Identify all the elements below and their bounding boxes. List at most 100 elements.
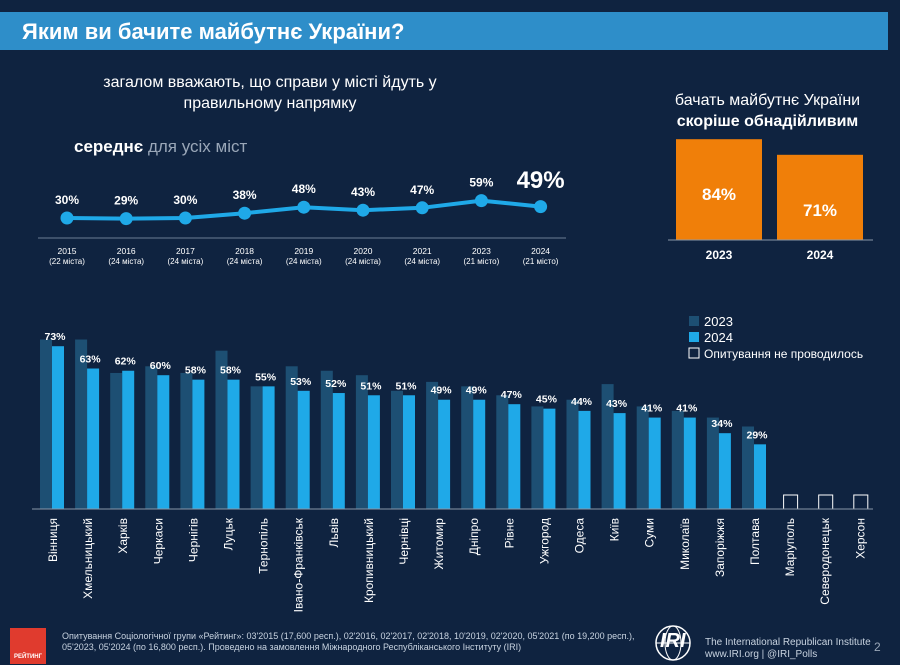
- city-value-2024-2: 62%: [115, 356, 137, 368]
- city-no-survey-23: [853, 494, 869, 510]
- average-label-rest: для усіх міст: [147, 137, 248, 156]
- trend-tick-2015: 2015: [58, 246, 77, 256]
- city-bar-2023-0: [40, 339, 52, 509]
- city-bar-2024-13: [508, 404, 521, 509]
- city-label-20: Полтава: [748, 518, 762, 565]
- city-bar-2024-5: [227, 379, 240, 509]
- city-label-4: Чернігів: [186, 518, 200, 562]
- trend-tick-2016: 2016: [117, 246, 136, 256]
- trend-point-2023: [474, 194, 488, 208]
- city-value-2024-0: 73%: [44, 331, 66, 343]
- trend-point-2019: [297, 200, 311, 214]
- city-bar-2023-9: [355, 375, 368, 509]
- trend-tick-sub-2020: (24 міста): [345, 257, 381, 266]
- iri-logo-text: IRI: [660, 630, 686, 652]
- city-label-10: Чернівці: [397, 518, 411, 565]
- city-bar-2024-18: [683, 417, 696, 509]
- legend-swatch-0: [689, 316, 699, 326]
- city-value-2024-8: 52%: [325, 378, 347, 390]
- trend-label-2023: 59%: [469, 176, 493, 190]
- city-value-2024-20: 29%: [746, 429, 768, 441]
- city-bar-2023-13: [496, 395, 509, 509]
- city-bar-2024-10: [403, 395, 415, 509]
- trend-title-line1: загалом вважають, що справи у місті йдут…: [103, 74, 437, 91]
- average-label-bold: середнє: [74, 137, 144, 156]
- city-value-2024-9: 51%: [360, 380, 382, 392]
- city-value-2024-4: 58%: [185, 365, 207, 377]
- trend-point-2020: [356, 203, 370, 217]
- trend-label-2020: 43%: [351, 185, 375, 199]
- city-bar-2024-19: [718, 433, 731, 509]
- city-label-2: Харків: [116, 518, 130, 554]
- city-value-2024-11: 49%: [431, 385, 453, 397]
- trend-tick-sub-2017: (24 міста): [168, 257, 204, 266]
- city-bar-2023-14: [531, 406, 544, 509]
- trend-label-2016: 29%: [114, 194, 138, 208]
- city-value-2024-19: 34%: [711, 418, 733, 430]
- city-value-2024-16: 43%: [606, 398, 628, 410]
- optimism-bar-2023: [676, 139, 762, 240]
- city-bar-2024-1: [87, 368, 100, 509]
- trend-label-2017: 30%: [173, 193, 197, 207]
- city-bar-2024-20: [754, 444, 766, 509]
- city-value-2024-7: 53%: [290, 376, 312, 388]
- trend-tick-sub-2019: (24 міста): [286, 257, 322, 266]
- optimism-value-2024: 71%: [803, 201, 837, 220]
- city-bar-2024-9: [367, 395, 380, 509]
- iri-globe-logo: [655, 625, 691, 661]
- city-bar-2024-15: [578, 410, 591, 509]
- page-title: Яким ви бачите майбутнє України?: [22, 19, 405, 44]
- city-label-5: Луцьк: [222, 517, 236, 550]
- city-bar-2023-10: [391, 390, 403, 509]
- city-label-12: Дніпро: [467, 518, 481, 556]
- trend-tick-sub-2023: (21 місто): [464, 257, 500, 266]
- city-bar-2023-4: [180, 372, 193, 509]
- city-bar-2023-17: [636, 406, 649, 509]
- city-bar-2024-14: [543, 408, 556, 509]
- city-bar-2023-11: [426, 381, 439, 509]
- city-label-7: Івано-Франківськ: [292, 517, 306, 612]
- trend-label-2019: 48%: [292, 182, 316, 196]
- city-label-16: Київ: [608, 518, 622, 541]
- legend-swatch-1: [689, 332, 699, 342]
- city-label-8: Львів: [327, 518, 341, 548]
- trend-tick-2019: 2019: [294, 246, 313, 256]
- city-bar-2024-7: [297, 390, 310, 509]
- trend-tick-2024: 2024: [531, 246, 550, 256]
- city-value-2024-3: 60%: [150, 360, 172, 372]
- trend-tick-sub-2021: (24 міста): [404, 257, 440, 266]
- city-bar-2024-2: [122, 370, 135, 509]
- city-no-survey-21: [783, 494, 799, 510]
- city-bar-2023-2: [110, 372, 123, 509]
- optimism-value-2023: 84%: [702, 185, 736, 204]
- city-bar-2024-0: [52, 346, 64, 509]
- city-bar-2023-8: [320, 370, 333, 509]
- city-bar-2024-11: [438, 399, 451, 509]
- trend-tick-2021: 2021: [413, 246, 432, 256]
- city-bar-2023-1: [75, 339, 88, 509]
- iri-url: www.IRI.org | @IRI_Polls: [705, 649, 818, 660]
- optimism-title-line2: скоріше обнадійливим: [676, 113, 859, 130]
- reyting-logo-text: РЕЙТИНГ: [13, 654, 43, 660]
- city-bar-2023-5: [215, 350, 228, 509]
- city-value-2024-1: 63%: [80, 354, 102, 366]
- city-label-22: Северодонецьк: [818, 517, 832, 604]
- city-value-2024-6: 55%: [255, 371, 277, 383]
- city-no-survey-22: [818, 494, 834, 510]
- optimism-title: бачать майбутнє України скоріше обнадійл…: [655, 90, 880, 132]
- trend-tick-2020: 2020: [354, 246, 373, 256]
- page-number: 2: [874, 640, 881, 654]
- city-label-11: Житомир: [432, 518, 446, 570]
- city-label-19: Запоріжжя: [713, 518, 727, 577]
- city-bar-2024-4: [192, 379, 205, 509]
- trend-tick-2017: 2017: [176, 246, 195, 256]
- city-bar-2024-16: [613, 413, 626, 509]
- trend-title-line2: правильному напрямку: [183, 95, 357, 112]
- city-label-0: Вінниця: [46, 518, 60, 562]
- trend-point-2016: [119, 212, 133, 226]
- city-label-18: Миколаїв: [678, 518, 692, 570]
- city-value-2024-12: 49%: [466, 385, 488, 397]
- city-value-2024-17: 41%: [641, 403, 663, 415]
- city-value-2024-5: 58%: [220, 365, 242, 377]
- city-bar-2024-12: [473, 399, 486, 509]
